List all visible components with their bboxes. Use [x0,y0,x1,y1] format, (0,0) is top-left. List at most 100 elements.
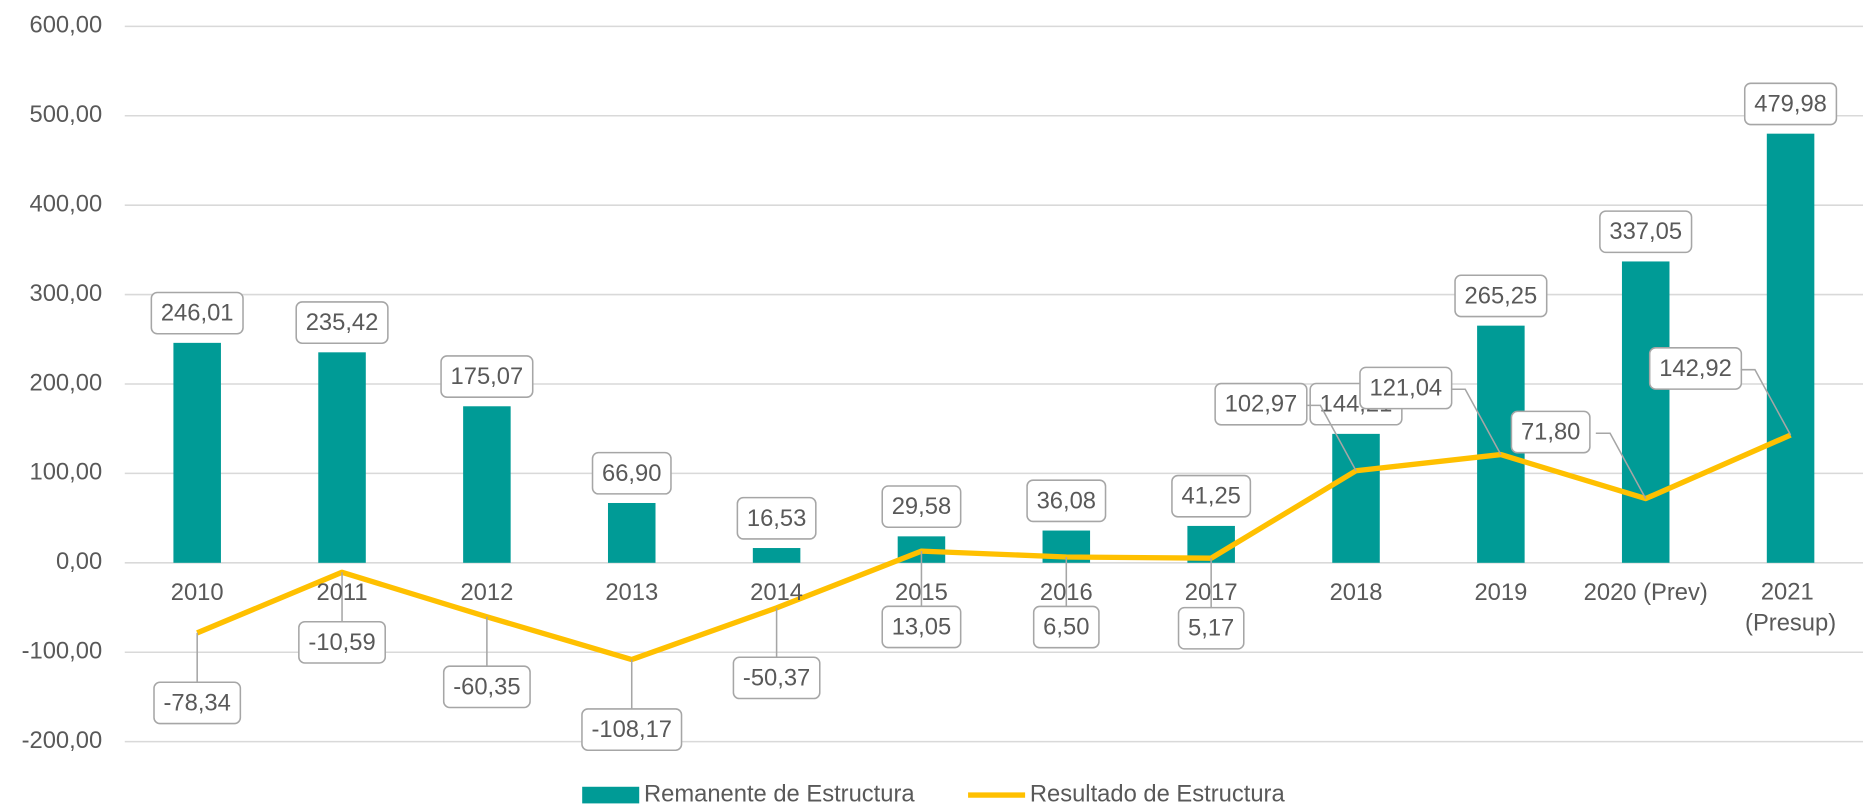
data-label: 29,58 [881,485,962,529]
data-label: 142,92 [1648,347,1792,436]
data-label-text: 5,17 [1188,615,1234,642]
y-tick-label: -100,00 [22,637,103,664]
label-box [1171,474,1252,518]
bar [1332,433,1380,563]
x-tick-label-line: (Presup) [1745,610,1836,637]
data-label: -78,34 [153,632,242,725]
data-label: 235,42 [295,301,389,344]
data-label: 479,98 [1743,82,1838,126]
x-tick-label-line: 2021 [1761,579,1820,606]
x-tick-label: 2013 [605,579,658,606]
data-label-text: -10,59 [308,629,375,656]
label-box [1454,274,1548,318]
x-tick-label: 2012 [460,579,513,606]
data-label-text: 235,42 [306,309,379,336]
y-tick-label: 400,00 [30,190,103,217]
label-box [1743,82,1838,126]
data-label-text: 29,58 [892,493,951,520]
data-label: 265,25 [1454,274,1548,318]
data-label-text: -60,35 [453,673,520,700]
data-label-text: 246,01 [161,300,234,327]
data-label: 102,97 [1214,382,1357,472]
data-label-text: -50,37 [743,664,810,691]
data-label-text: 479,98 [1754,90,1827,117]
label-box [1026,479,1107,523]
data-label: -10,59 [298,572,386,664]
bar [173,342,221,563]
bar [752,548,801,563]
label-box [1359,366,1453,410]
y-tick-label: -200,00 [22,727,103,754]
data-label-text: -78,34 [164,689,231,716]
data-label-text: 13,05 [892,613,951,640]
data-label-text: 121,04 [1369,375,1442,402]
legend-swatch [582,786,640,804]
label-box [150,291,244,335]
bar [463,406,511,563]
data-label-text: 142,92 [1659,355,1732,382]
data-label: 41,25 [1171,474,1252,518]
x-tick-label: 2019 [1474,579,1527,606]
data-label: 246,01 [150,291,244,335]
data-label: 66,90 [591,451,672,495]
data-label-text: 71,80 [1521,419,1580,446]
data-label: 13,05 [881,551,962,649]
data-label: 71,80 [1510,410,1647,499]
data-label: 175,07 [440,355,534,398]
data-label-text: 41,25 [1181,483,1240,510]
y-tick-label: 500,00 [30,101,103,128]
legend-label: Resultado de Estructura [1030,780,1286,806]
x-tick-label: 2010 [171,579,224,606]
data-label: -60,35 [442,616,531,709]
label-box [1510,410,1591,454]
label-box [591,451,672,495]
leader-line [1306,404,1357,472]
label-box [1599,210,1693,254]
bar [318,352,366,563]
label-box [295,301,389,344]
y-tick-label: 100,00 [30,459,103,486]
x-tick-label: 2018 [1330,579,1383,606]
label-box [1648,347,1743,390]
data-label-text: 175,07 [451,363,524,390]
leader-line [1450,388,1502,455]
y-tick-label: 0,00 [56,548,102,575]
bar [1766,133,1815,563]
x-tick-label: 2015 [895,579,948,606]
legend-label: Remanente de Estructura [644,780,915,806]
data-label-text: 6,50 [1043,614,1089,641]
data-label: -108,17 [581,659,683,751]
data-label-text: 16,53 [747,505,806,532]
data-label-text: 265,25 [1465,282,1538,309]
x-tick-label: 2016 [1040,579,1093,606]
data-label: 36,08 [1026,479,1107,523]
y-tick-label: 600,00 [30,12,103,39]
data-label-text: 66,90 [602,460,661,487]
data-label: -50,37 [732,607,821,700]
line [196,432,1792,663]
x-tick-label: 2017 [1185,579,1238,606]
label-box [1214,382,1308,426]
x-tick-label: 2014 [750,579,803,606]
data-label: 6,50 [1032,556,1100,649]
bar [607,502,656,563]
y-tick-label: 200,00 [30,369,103,396]
x-tick-label: 2011 [316,579,367,606]
data-label-text: -108,17 [591,716,672,743]
data-label: 16,53 [736,496,817,540]
data-label-text: 102,97 [1225,391,1298,418]
x-tick-label: 2020 (Prev) [1584,579,1708,606]
bar [1621,261,1670,563]
label-box [881,485,962,529]
data-label-text: 36,08 [1037,487,1096,514]
leader-line [1740,368,1792,436]
data-label: 337,05 [1599,210,1693,254]
leader-line [1595,432,1647,499]
data-label-text: 337,05 [1609,218,1682,245]
label-box [440,355,534,398]
data-label: 121,04 [1359,366,1502,455]
data-label: 5,17 [1177,558,1245,650]
y-tick-label: 300,00 [30,280,103,307]
label-box [736,496,817,540]
